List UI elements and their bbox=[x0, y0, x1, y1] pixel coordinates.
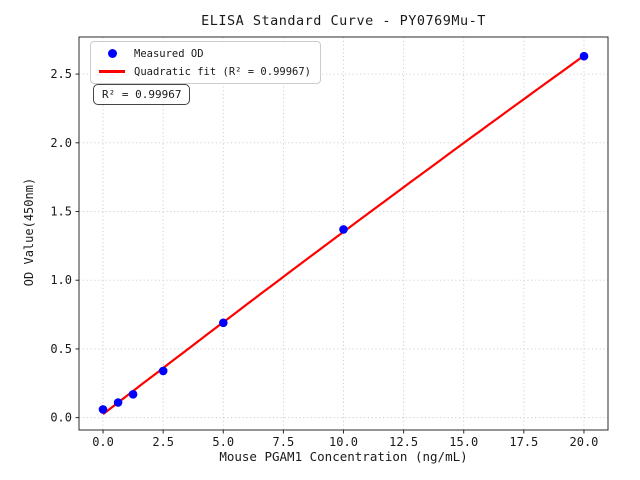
y-axis-label: OD Value(450nm) bbox=[22, 177, 36, 287]
y-tick-label: 0.0 bbox=[50, 411, 72, 425]
legend-item-label: Quadratic fit (R² = 0.99967) bbox=[134, 65, 312, 78]
tick-labels: 0.0 2.5 5.0 7.5 10.0 12.5 15.0 17.5 20.0 0.0 0.5 1.… bbox=[50, 67, 598, 449]
x-tick-label: 0.0 bbox=[92, 435, 114, 449]
x-axis-label: Mouse PGAM1 Concentration (ng/mL) bbox=[219, 449, 468, 464]
legend-item-measured-od: Measured OD bbox=[97, 46, 311, 61]
data-point bbox=[113, 398, 123, 407]
data-point bbox=[128, 390, 138, 399]
data-point bbox=[339, 225, 348, 234]
y-tick-label: 2.0 bbox=[50, 136, 72, 150]
data-point bbox=[158, 366, 168, 376]
legend: Measured OD Quadratic fit (R² = 0.99967) bbox=[90, 41, 322, 84]
legend-line-marker bbox=[99, 70, 125, 73]
legend-marker-cell bbox=[97, 49, 127, 58]
r-squared-annotation: R² = 0.99967 bbox=[93, 84, 191, 105]
legend-dot-marker bbox=[107, 49, 117, 58]
data-point bbox=[98, 405, 108, 414]
data-point bbox=[579, 51, 589, 61]
y-tick-label: 1.0 bbox=[50, 273, 72, 287]
y-tick-label: 1.5 bbox=[50, 205, 72, 219]
x-tick-label: 7.5 bbox=[273, 435, 295, 449]
x-tick-label: 17.5 bbox=[509, 435, 538, 449]
gridlines bbox=[79, 37, 608, 430]
y-tick-label: 2.5 bbox=[50, 67, 72, 81]
x-tick-label: 15.0 bbox=[449, 435, 478, 449]
data-points bbox=[98, 51, 589, 414]
legend-item-quadratic-fit: Quadratic fit (R² = 0.99967) bbox=[97, 64, 311, 79]
legend-marker-cell bbox=[97, 70, 127, 73]
y-tick-label: 0.5 bbox=[50, 342, 72, 356]
data-point bbox=[219, 318, 228, 328]
x-tick-label: 12.5 bbox=[389, 435, 418, 449]
tick-marks bbox=[75, 73, 585, 434]
x-tick-label: 5.0 bbox=[212, 435, 234, 449]
x-tick-label: 20.0 bbox=[570, 435, 599, 449]
x-tick-label: 2.5 bbox=[152, 435, 174, 449]
x-tick-label: 10.0 bbox=[329, 435, 358, 449]
legend-item-label: Measured OD bbox=[134, 47, 204, 60]
chart-title: ELISA Standard Curve - PY0769Mu-T bbox=[201, 13, 486, 29]
